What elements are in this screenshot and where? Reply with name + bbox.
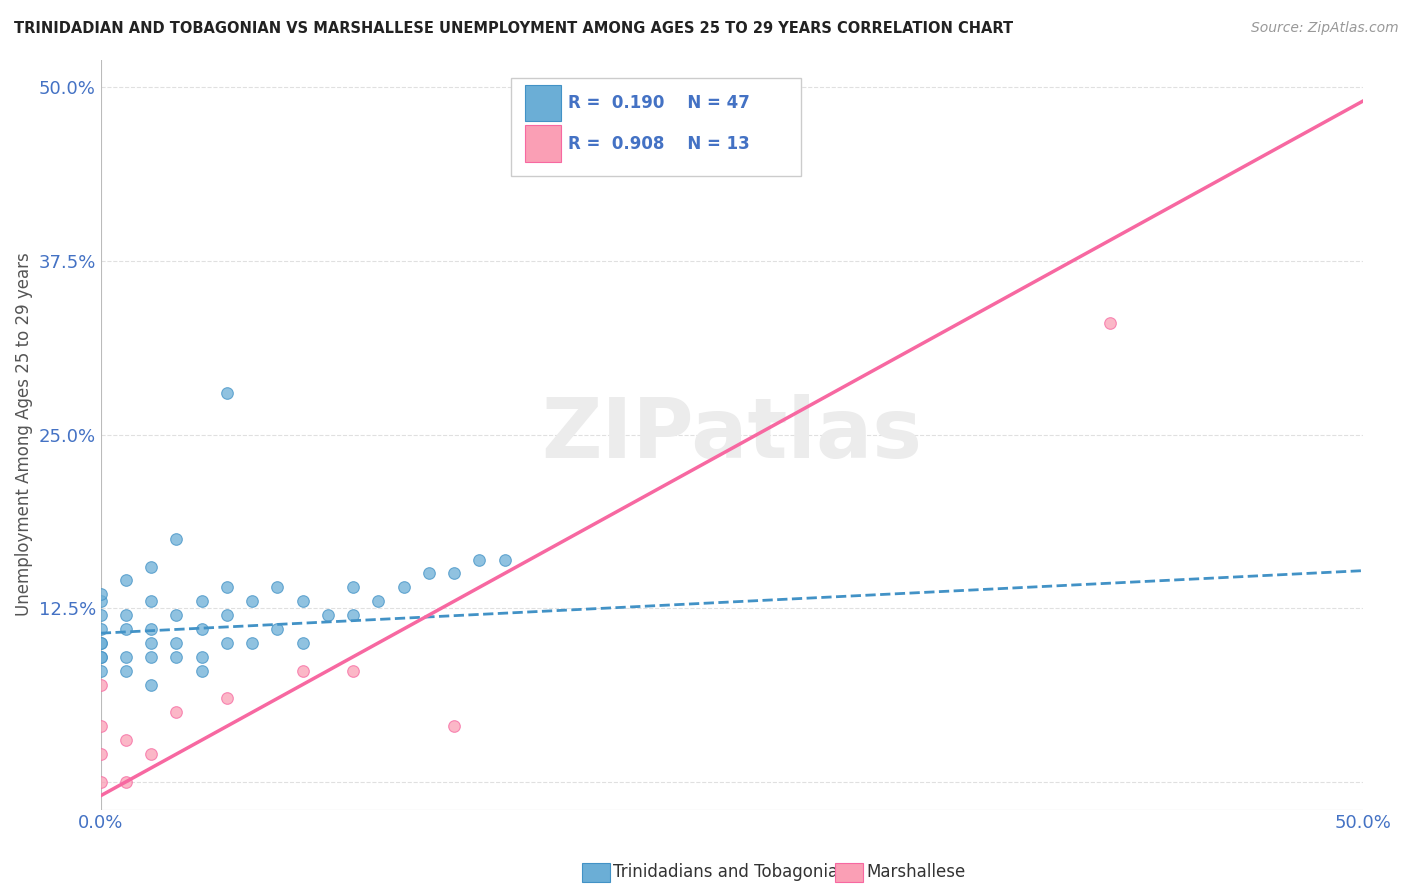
FancyBboxPatch shape xyxy=(524,85,561,121)
Point xyxy=(90,636,112,650)
Point xyxy=(115,622,138,636)
Point xyxy=(90,664,112,678)
Point xyxy=(266,622,288,636)
Point xyxy=(115,774,138,789)
Y-axis label: Unemployment Among Ages 25 to 29 years: Unemployment Among Ages 25 to 29 years xyxy=(15,252,32,616)
Point xyxy=(443,566,465,581)
Point xyxy=(90,587,112,601)
Point xyxy=(266,580,288,594)
Point xyxy=(141,559,163,574)
Point xyxy=(141,677,163,691)
Point xyxy=(166,649,188,664)
Point xyxy=(90,649,112,664)
Point xyxy=(141,747,163,761)
Point xyxy=(190,649,212,664)
Point xyxy=(215,608,238,623)
Point xyxy=(215,636,238,650)
Point xyxy=(166,706,188,720)
Text: Trinidadians and Tobagonians: Trinidadians and Tobagonians xyxy=(613,863,858,881)
Point xyxy=(443,719,465,733)
Point xyxy=(190,594,212,608)
Point xyxy=(1099,317,1122,331)
Text: ZIPatlas: ZIPatlas xyxy=(541,394,922,475)
FancyBboxPatch shape xyxy=(524,125,561,161)
Point xyxy=(90,608,112,623)
Point xyxy=(115,664,138,678)
Point xyxy=(141,649,163,664)
Point xyxy=(291,664,314,678)
Point xyxy=(468,552,491,566)
Point xyxy=(190,622,212,636)
Point xyxy=(141,594,163,608)
Point xyxy=(240,594,263,608)
Point xyxy=(392,580,415,594)
Point xyxy=(291,594,314,608)
Point xyxy=(141,636,163,650)
Point xyxy=(166,608,188,623)
Point xyxy=(215,385,238,400)
Point xyxy=(90,774,112,789)
Point xyxy=(90,649,112,664)
Point xyxy=(90,622,112,636)
Point xyxy=(342,580,364,594)
Point xyxy=(316,608,339,623)
Point xyxy=(90,719,112,733)
Point xyxy=(367,594,389,608)
Point xyxy=(90,677,112,691)
Point xyxy=(90,636,112,650)
Point xyxy=(342,608,364,623)
Point xyxy=(166,636,188,650)
Text: R =  0.190    N = 47: R = 0.190 N = 47 xyxy=(568,94,749,112)
Point xyxy=(115,608,138,623)
Point xyxy=(90,594,112,608)
Text: Source: ZipAtlas.com: Source: ZipAtlas.com xyxy=(1251,21,1399,35)
Text: R =  0.908    N = 13: R = 0.908 N = 13 xyxy=(568,135,749,153)
Point xyxy=(215,580,238,594)
Point xyxy=(240,636,263,650)
FancyBboxPatch shape xyxy=(510,78,801,176)
Point xyxy=(215,691,238,706)
Text: Marshallese: Marshallese xyxy=(866,863,966,881)
Point xyxy=(115,574,138,588)
Point xyxy=(418,566,440,581)
Point xyxy=(115,649,138,664)
Point xyxy=(90,747,112,761)
Point xyxy=(342,664,364,678)
Text: TRINIDADIAN AND TOBAGONIAN VS MARSHALLESE UNEMPLOYMENT AMONG AGES 25 TO 29 YEARS: TRINIDADIAN AND TOBAGONIAN VS MARSHALLES… xyxy=(14,21,1014,36)
Point xyxy=(494,552,516,566)
Point xyxy=(291,636,314,650)
Point xyxy=(166,532,188,546)
Point xyxy=(190,664,212,678)
Point xyxy=(115,733,138,747)
Point xyxy=(141,622,163,636)
